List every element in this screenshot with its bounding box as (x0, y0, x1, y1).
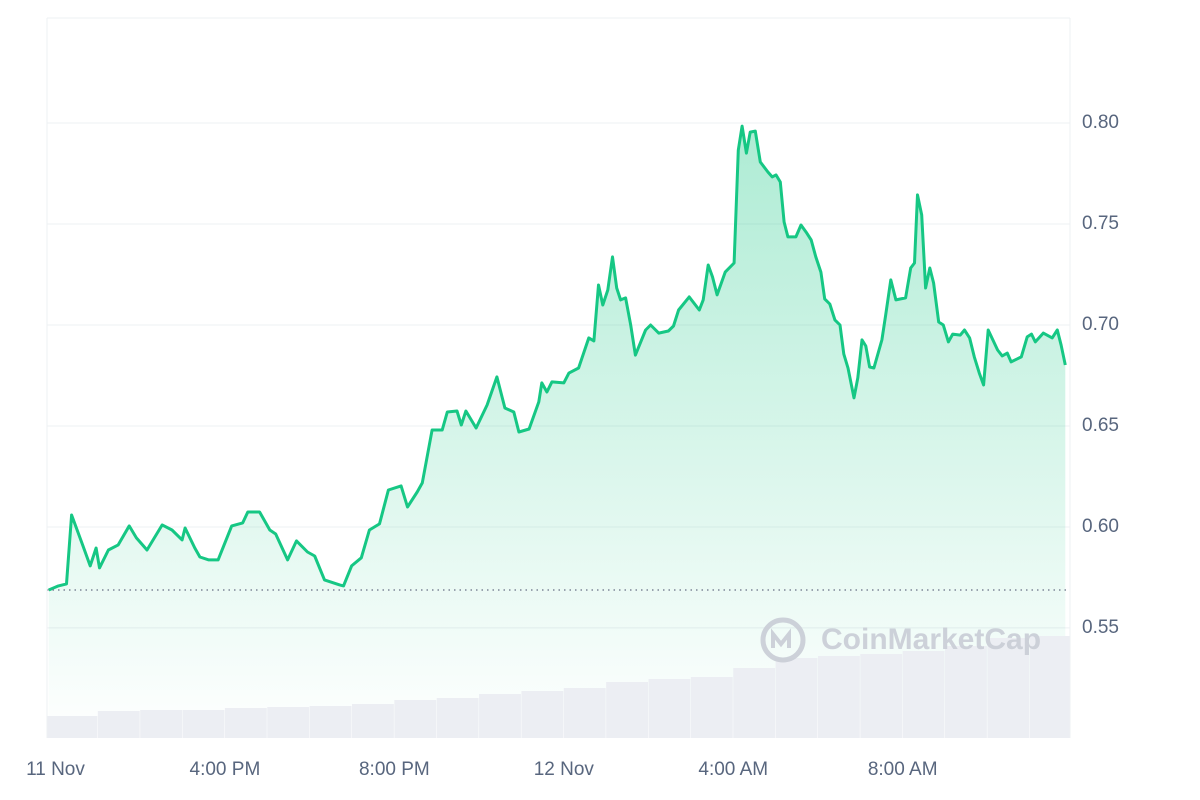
x-tick-label: 4:00 AM (698, 759, 768, 780)
volume-bar (606, 682, 649, 738)
volume-bar (733, 668, 776, 738)
x-tick-label: 8:00 PM (359, 759, 430, 780)
price-area (48, 126, 1066, 739)
volume-bar (521, 691, 564, 738)
volume-bar (182, 710, 225, 738)
x-tick-label: 11 Nov (26, 759, 85, 780)
volume-bar (351, 704, 394, 738)
volume-bar (224, 708, 267, 738)
watermark-text: CoinMarketCap (821, 623, 1041, 656)
volume-bar (817, 656, 860, 738)
volume-bar (1029, 636, 1070, 738)
volume-bar (563, 688, 606, 738)
price-line (48, 124, 1067, 592)
volume-bar (945, 646, 987, 738)
y-tick-label: 0.55 (1082, 617, 1119, 638)
volume-bar (97, 711, 140, 738)
volume-bar (775, 658, 818, 738)
x-tick-label: 4:00 PM (190, 759, 261, 780)
y-tick-label: 0.70 (1082, 314, 1119, 335)
volume-bar (267, 707, 310, 738)
watermark-logo (760, 617, 806, 663)
volume-bar (140, 710, 183, 738)
volume-bar (436, 698, 479, 738)
volume-bar (690, 677, 733, 738)
y-tick-label: 0.75 (1082, 213, 1119, 234)
volume-bar (902, 651, 945, 738)
volume-bar (479, 694, 521, 738)
volume-bar (47, 716, 98, 738)
y-tick-label: 0.80 (1082, 112, 1119, 133)
x-tick-label: 12 Nov (534, 759, 595, 780)
volume-bar (987, 638, 1030, 738)
volume-bar (309, 706, 352, 738)
watermark: CoinMarketCap (760, 617, 1041, 663)
x-tick-label: 8:00 AM (868, 759, 938, 780)
y-tick-label: 0.65 (1082, 415, 1119, 436)
y-tick-label: 0.60 (1082, 516, 1119, 537)
volume-bar (860, 654, 903, 738)
volume-bar (394, 700, 437, 738)
watermark-logo (771, 628, 791, 648)
volume-bar (648, 679, 691, 738)
